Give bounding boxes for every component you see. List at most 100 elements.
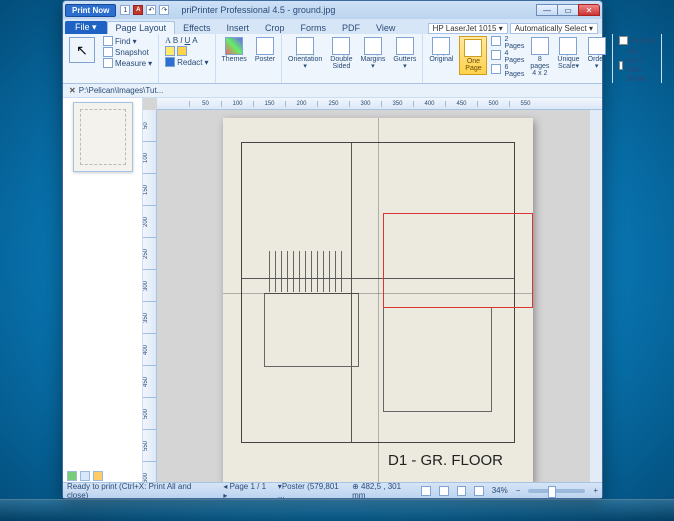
qat-undo-icon[interactable]: ↶ [146, 5, 156, 15]
page-preview[interactable]: D1 - GR. FLOOR [223, 118, 533, 482]
tab-page-layout[interactable]: Page Layout [107, 21, 176, 34]
view-mode-1-icon[interactable] [421, 486, 431, 496]
double-sided-button[interactable]: Double Sided [328, 36, 354, 71]
room-marker [264, 293, 359, 368]
status-coords: ⊕ 482,5 , 301 mm [352, 482, 413, 500]
breadcrumb: ✕ P:\Pelican\Images\Tut... [63, 84, 602, 98]
select-mode-dropdown[interactable]: Automatically Select ▾ [510, 23, 598, 34]
page-thumbnail[interactable] [73, 102, 133, 172]
one-page-button[interactable]: One Page [459, 36, 487, 75]
eight-pages-button[interactable]: 8 pages 4 x 2 [528, 36, 551, 78]
measure-button[interactable]: Measure ▾ [101, 58, 154, 68]
six-pages-icon[interactable] [491, 64, 501, 74]
zoom-slider[interactable] [528, 489, 585, 493]
stairs-icon [269, 251, 345, 293]
app-title: priPrinter Professional 4.5 - ground.jpg [181, 5, 537, 15]
cursor-icon: ↖ [69, 37, 95, 63]
tab-pdf[interactable]: PDF [334, 22, 368, 34]
binoculars-icon [103, 36, 113, 46]
floorplan-scan: D1 - GR. FLOOR [223, 118, 533, 482]
gutters-icon [396, 37, 414, 55]
zoom-out-icon[interactable]: − [516, 486, 521, 495]
eight-pages-icon [531, 37, 549, 55]
thumbnail-pane [63, 98, 143, 482]
orientation-button[interactable]: Orientation▾ [286, 36, 324, 71]
tab-forms[interactable]: Forms [292, 22, 334, 34]
poster-icon [256, 37, 274, 55]
maximize-button[interactable]: ▭ [557, 4, 579, 16]
windows-taskbar[interactable] [0, 499, 674, 521]
tab-view[interactable]: View [368, 22, 403, 34]
unique-scale-button[interactable]: Unique Scale▾ [555, 36, 581, 71]
tab-effects[interactable]: Effects [175, 22, 218, 34]
original-icon [432, 37, 450, 55]
floor-label: D1 - GR. FLOOR [388, 452, 503, 469]
print-now-button[interactable]: Print Now [65, 4, 116, 17]
thumb-refresh-icon[interactable] [67, 471, 77, 481]
highlight2-icon [177, 46, 187, 56]
two-pages-icon[interactable] [491, 36, 501, 46]
status-ready: Ready to print (Ctrl+X: Print All and cl… [67, 482, 207, 500]
close-doc-icon[interactable]: ✕ [69, 86, 76, 95]
repeat-checkbox[interactable]: Repeat [617, 36, 658, 45]
minimize-button[interactable]: — [536, 4, 558, 16]
doc-path[interactable]: P:\Pelican\Images\Tut... [79, 86, 164, 95]
redact-icon [165, 57, 175, 67]
thumb-warn-icon[interactable] [93, 471, 103, 481]
workspace: 50100 150200250 300350400 450500550 5010… [63, 98, 602, 482]
title-bar: Print Now 1 A ↶ ↷ priPrinter Professiona… [63, 1, 602, 19]
order-button[interactable]: Order▾ [586, 36, 608, 71]
six-pages-button[interactable]: 6 Pages [504, 64, 524, 78]
view-mode-3-icon[interactable] [457, 486, 467, 496]
floorplan-outline [241, 142, 515, 443]
gutters-button[interactable]: Gutters▾ [391, 36, 418, 71]
job-from-new-checkbox[interactable]: Job from New Sheet [617, 47, 658, 83]
snapshot-button[interactable]: Snapshot [101, 47, 154, 57]
camera-icon [103, 47, 113, 57]
ruler-horizontal: 50100 150200250 300350400 450500550 [157, 98, 602, 110]
margins-icon [364, 37, 382, 55]
status-page: ◂ Page 1 / 1 ▸ [223, 482, 269, 500]
printer-dropdown[interactable]: HP LaserJet 1015 ▾ [428, 23, 508, 34]
themes-button[interactable]: Themes [220, 36, 249, 64]
order-icon [588, 37, 606, 55]
one-page-icon [464, 39, 482, 57]
room-marker-2 [383, 307, 492, 412]
duplex-icon [332, 37, 350, 55]
font-tools[interactable]: A B I U A [163, 36, 210, 45]
select-tool[interactable]: ↖ [67, 36, 97, 64]
canvas[interactable]: 50100 150200250 300350400 450500550 5010… [143, 98, 602, 482]
find-button[interactable]: Find ▾ [101, 36, 154, 46]
qat-redo-icon[interactable]: ↷ [159, 5, 169, 15]
tab-file[interactable]: File ▾ [65, 21, 107, 34]
view-mode-4-icon[interactable] [474, 486, 484, 496]
ribbon-tabs: File ▾ Page Layout Effects Insert Crop F… [63, 19, 602, 34]
tab-crop[interactable]: Crop [257, 22, 293, 34]
redact-button[interactable]: Redact ▾ [163, 57, 210, 67]
scale-icon [559, 37, 577, 55]
pages-grid: 2 Pages 4 Pages 6 Pages [491, 36, 524, 78]
two-pages-button[interactable]: 2 Pages [504, 36, 524, 50]
tab-insert[interactable]: Insert [218, 22, 257, 34]
thumb-toolbar [67, 471, 103, 481]
status-poster: ▾Poster (579,801 ... [278, 482, 344, 500]
pdf-icon[interactable]: A [133, 5, 143, 15]
original-button[interactable]: Original [427, 36, 455, 64]
margins-button[interactable]: Margins▾ [358, 36, 387, 71]
ruler-vertical: 50100150 200250300 350400450 500550600 [143, 110, 157, 482]
ruler-icon [103, 58, 113, 68]
zoom-in-icon[interactable]: + [593, 486, 598, 495]
poster-button[interactable]: Poster [253, 36, 277, 64]
four-pages-icon[interactable] [491, 50, 501, 60]
four-pages-button[interactable]: 4 Pages [504, 50, 524, 64]
highlight-tools[interactable] [163, 46, 210, 56]
close-button[interactable]: ✕ [578, 4, 600, 16]
quick-access-toolbar: 1 A ↶ ↷ [120, 5, 169, 15]
view-mode-2-icon[interactable] [439, 486, 449, 496]
themes-icon [225, 37, 243, 55]
thumb-grid-icon[interactable] [80, 471, 90, 481]
vertical-scrollbar[interactable] [590, 110, 602, 482]
status-bar: Ready to print (Ctrl+X: Print All and cl… [63, 482, 602, 498]
qat-page-number[interactable]: 1 [120, 5, 130, 15]
ribbon: ↖ Find ▾ Snapshot Measure ▾ A B I U A Re… [63, 34, 602, 84]
